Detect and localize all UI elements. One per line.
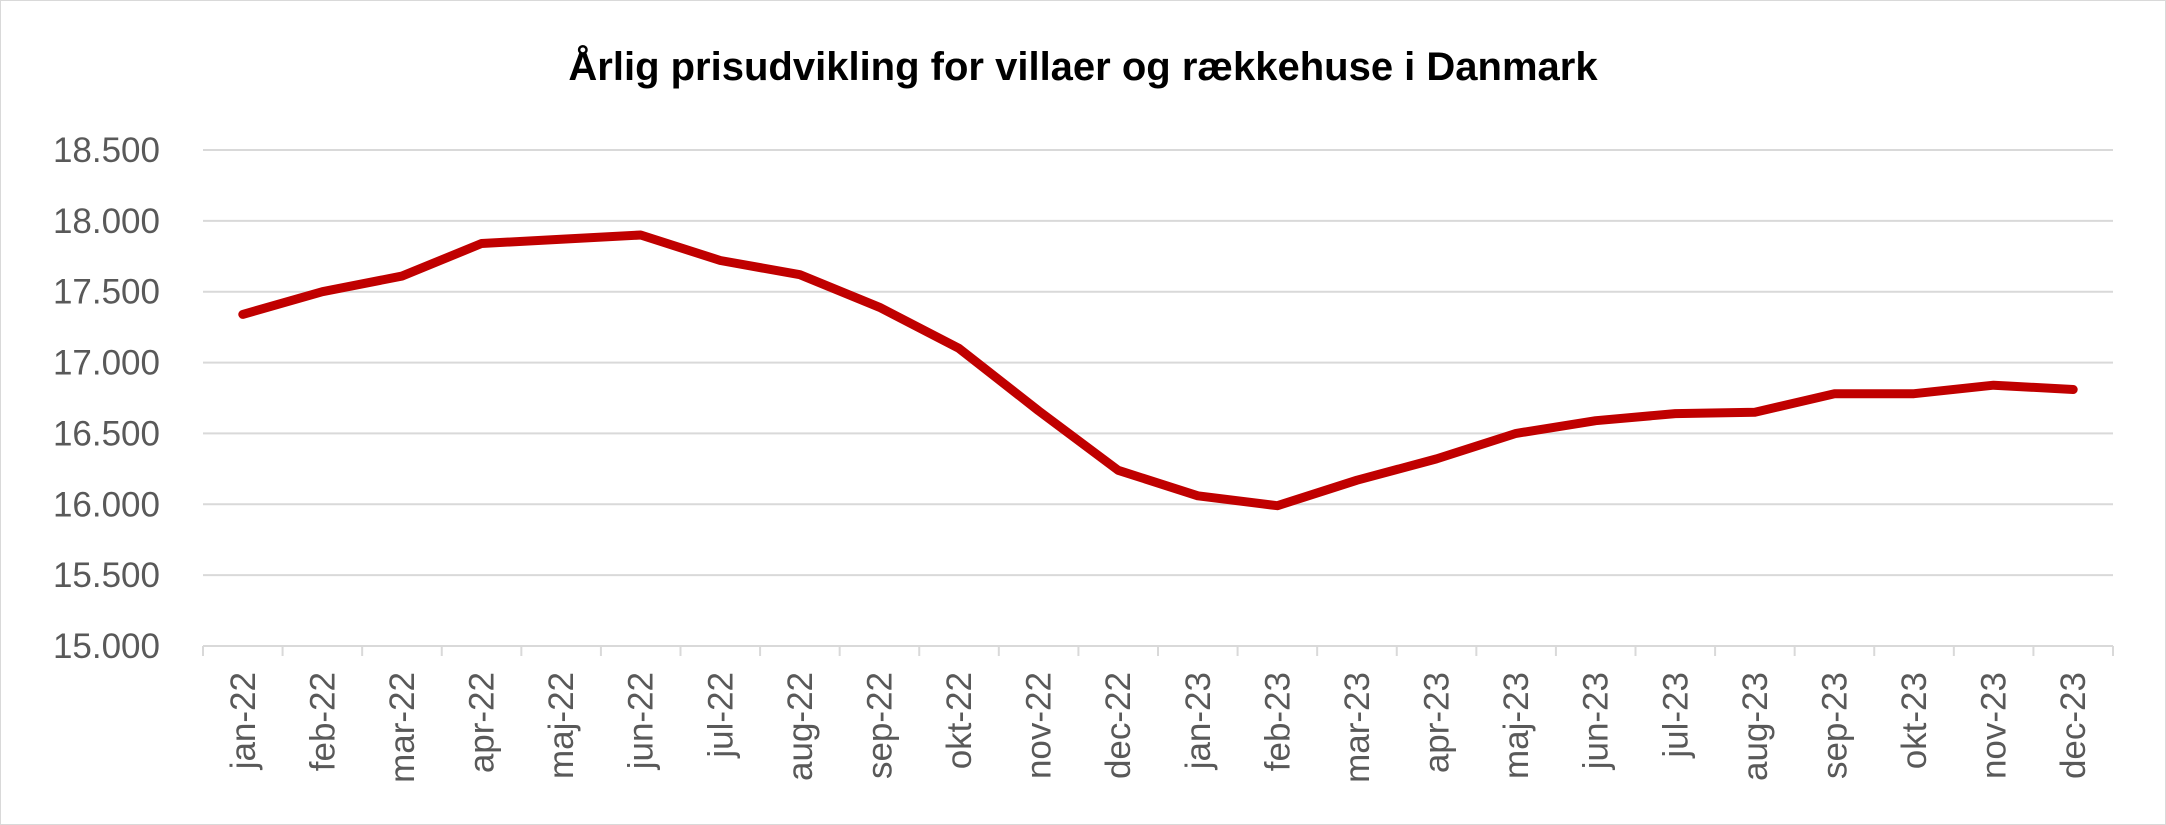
x-tick-label: aug-23 [1736,672,1775,781]
y-tick-label: 18.500 [53,131,160,170]
y-tick-label: 15.000 [53,627,160,666]
data-point [1911,390,1917,397]
x-tick-label: okt-22 [940,672,979,769]
x-tick-label: jun-22 [622,672,661,770]
gridlines [203,149,2113,577]
y-tick-label: 16.500 [53,414,160,453]
data-point [1831,390,1838,397]
y-tick-label: 17.500 [53,273,160,312]
x-tick-label: okt-23 [1895,672,1934,769]
data-point [399,273,405,280]
data-point [1513,430,1520,437]
data-point [1274,502,1281,509]
x-tick-label: feb-23 [1258,672,1297,771]
x-tick-label: jun-23 [1577,672,1616,770]
data-point [1592,417,1599,424]
data-point [239,311,246,318]
series-group [238,230,2078,511]
data-point [558,236,565,243]
data-point [319,288,326,295]
y-axis-ticks: 15.000 15.500 16.000 16.500 17.000 17.500 18.0… [53,131,160,666]
x-tick-label: apr-23 [1418,672,1457,773]
x-tick-label: nov-22 [1020,672,1059,779]
y-tick-label: 15.500 [53,556,160,595]
x-tick-label: mar-23 [1338,672,1377,783]
x-tick-label: apr-22 [463,672,502,773]
axes [202,645,2114,656]
x-tick-label: maj-22 [542,672,581,779]
x-tick-label: jul-22 [701,672,740,759]
x-tick-label: feb-22 [303,672,342,771]
series-line [238,230,2078,511]
x-tick-label: dec-23 [2054,672,2093,779]
data-point [478,240,485,247]
x-tick-label: mar-22 [383,672,422,783]
data-point [1433,455,1440,462]
y-tick-label: 17.000 [53,344,160,383]
data-point [1990,382,1997,389]
data-point [956,345,962,352]
data-point [2070,386,2077,393]
data-point [1194,492,1201,499]
x-tick-label: jan-22 [224,672,263,770]
data-point [717,257,724,264]
y-tick-label: 16.000 [53,485,160,524]
data-point [796,271,803,278]
data-point [1354,477,1360,484]
x-tick-label: dec-22 [1099,672,1138,779]
data-point [1672,410,1679,417]
data-point [1115,467,1122,474]
data-point [1751,409,1758,416]
x-tick-label: aug-22 [781,672,820,781]
data-point [637,232,644,238]
x-tick-label: sep-22 [860,672,899,779]
data-point [876,304,883,311]
x-tick-label: jul-23 [1656,672,1695,759]
x-tick-label: jan-23 [1179,672,1218,770]
y-tick-label: 18.000 [53,202,160,241]
chart-title: Årlig prisudvikling for villaer og række… [568,44,1598,89]
x-tick-label: nov-23 [1975,672,2014,779]
x-tick-label: sep-23 [1815,672,1854,779]
x-axis-ticks: jan-22 feb-22 mar-22 apr-22 maj-22 jun-22 jul-… [224,672,2093,783]
x-tick-label: maj-23 [1497,672,1536,779]
data-point [1035,407,1042,414]
